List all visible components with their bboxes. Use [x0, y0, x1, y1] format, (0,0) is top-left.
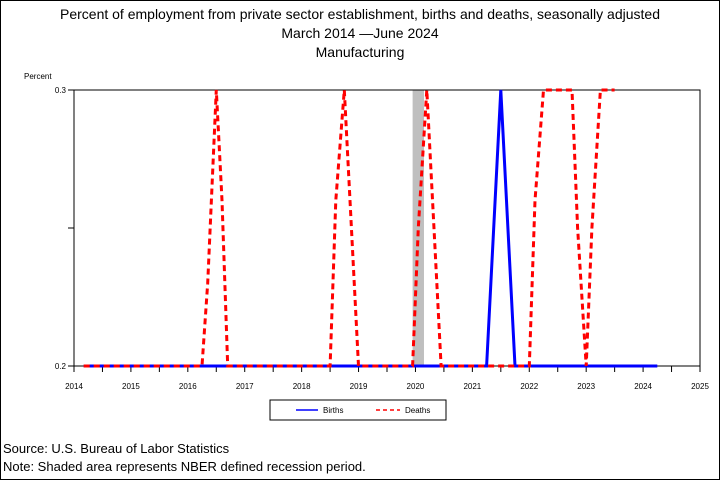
x-tick-label: 2022 — [520, 382, 538, 391]
y-tick-label: 0.3 — [55, 86, 67, 95]
x-tick-label: 2025 — [691, 382, 709, 391]
chart-subtitle: March 2014 —June 2024 — [281, 25, 439, 41]
series-line-deaths — [83, 88, 615, 368]
y-tick-label: 0.2 — [55, 362, 67, 371]
x-tick-label: 2019 — [350, 382, 368, 391]
recession-shading-0 — [412, 90, 424, 366]
source-note: Source: U.S. Bureau of Labor Statistics — [3, 441, 230, 456]
x-tick-label: 2017 — [236, 382, 254, 391]
x-tick-label: 2020 — [407, 382, 425, 391]
plot-area — [73, 89, 701, 367]
x-tick-label: 2016 — [179, 382, 197, 391]
y-axis-label: Percent — [24, 72, 52, 81]
recession-note: Note: Shaded area represents NBER define… — [3, 459, 366, 474]
chart-title: Percent of employment from private secto… — [60, 6, 660, 22]
x-tick-label: 2023 — [577, 382, 595, 391]
x-tick-label: 2018 — [293, 382, 311, 391]
legend-label-births: Births — [323, 406, 343, 415]
x-tick-label: 2024 — [634, 382, 652, 391]
series-line-births — [83, 89, 658, 368]
x-tick-label: 2021 — [463, 382, 481, 391]
legend: Births Deaths — [269, 399, 447, 421]
chart-industry: Manufacturing — [315, 44, 405, 60]
x-tick-label: 2015 — [122, 382, 140, 391]
legend-label-deaths: Deaths — [405, 406, 430, 415]
legend-box — [269, 399, 447, 421]
x-tick-label: 2014 — [65, 382, 83, 391]
